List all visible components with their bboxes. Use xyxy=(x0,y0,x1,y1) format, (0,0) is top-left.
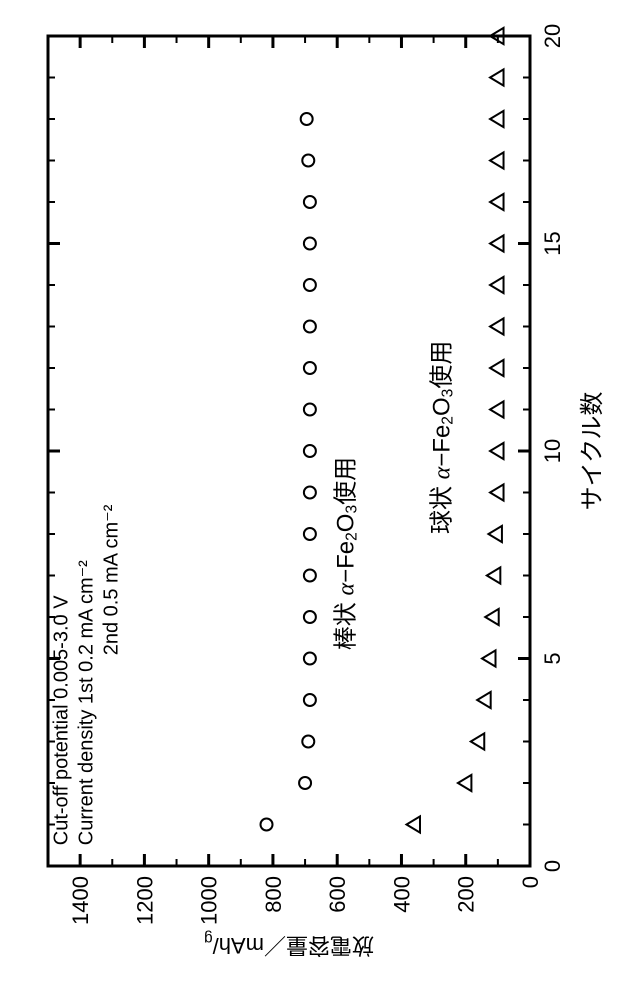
marker-triangle xyxy=(490,111,503,127)
marker-circle xyxy=(304,445,316,457)
marker-triangle xyxy=(482,650,495,666)
x-tick-label: 15 xyxy=(540,231,565,255)
marker-triangle xyxy=(485,609,498,625)
marker-triangle xyxy=(487,567,500,583)
marker-circle xyxy=(304,196,316,208)
marker-triangle xyxy=(471,733,484,749)
rotated-plot-group: 051015200200400600800100012001400サイクル数放電… xyxy=(48,24,606,958)
marker-triangle xyxy=(490,277,503,293)
marker-triangle xyxy=(490,484,503,500)
y-tick-label: 800 xyxy=(261,876,286,913)
marker-circle xyxy=(261,819,273,831)
marker-circle xyxy=(304,238,316,250)
marker-circle xyxy=(304,611,316,623)
marker-circle xyxy=(304,694,316,706)
annotation-series1-label: 棒状 α−Fe2O3使用 xyxy=(332,457,360,650)
marker-triangle xyxy=(458,775,471,791)
marker-triangle xyxy=(490,69,503,85)
marker-circle xyxy=(304,487,316,499)
x-tick-label: 10 xyxy=(540,439,565,463)
series-circle xyxy=(261,113,316,831)
marker-triangle xyxy=(477,692,490,708)
annotation-conditions-line2: Current density 1st 0.2 mA cm⁻² xyxy=(75,560,97,845)
marker-triangle xyxy=(490,401,503,417)
marker-circle xyxy=(299,777,311,789)
marker-triangle xyxy=(490,360,503,376)
y-tick-label: 0 xyxy=(518,876,543,888)
x-tick-label: 0 xyxy=(540,860,565,872)
annotation-series2-label: 球状 α−Fe2O3使用 xyxy=(429,341,457,534)
y-tick-label: 400 xyxy=(389,876,414,913)
marker-circle xyxy=(304,653,316,665)
y-tick-label: 200 xyxy=(454,876,479,913)
y-tick-label: 600 xyxy=(325,876,350,913)
y-tick-label: 1200 xyxy=(132,876,157,925)
marker-circle xyxy=(304,362,316,374)
marker-triangle xyxy=(490,194,503,210)
y-tick-label: 1000 xyxy=(197,876,222,925)
marker-circle xyxy=(304,404,316,416)
marker-circle xyxy=(304,279,316,291)
x-tick-label: 5 xyxy=(540,652,565,664)
marker-triangle xyxy=(490,443,503,459)
annotation-conditions-line1: Cut-off potential 0.005-3.0 V xyxy=(50,595,72,845)
x-tick-label: 20 xyxy=(540,24,565,48)
chart-container: 051015200200400600800100012001400サイクル数放電… xyxy=(0,0,640,981)
marker-triangle xyxy=(488,526,501,542)
x-axis-label: サイクル数 xyxy=(579,392,606,511)
marker-circle xyxy=(302,155,314,167)
marker-circle xyxy=(304,570,316,582)
plot-frame xyxy=(48,36,530,866)
marker-triangle xyxy=(490,152,503,168)
marker-triangle xyxy=(490,235,503,251)
annotation-conditions-line3: 2nd 0.5 mA cm⁻² xyxy=(100,504,122,655)
marker-circle xyxy=(301,113,313,125)
marker-circle xyxy=(304,528,316,540)
marker-circle xyxy=(304,321,316,333)
marker-circle xyxy=(302,736,314,748)
y-axis-label: 放電容量／mAh/g xyxy=(204,930,374,958)
y-tick-label: 1400 xyxy=(68,876,93,925)
marker-triangle xyxy=(490,318,503,334)
scatter-chart: 051015200200400600800100012001400サイクル数放電… xyxy=(0,0,640,981)
marker-triangle xyxy=(407,816,420,832)
